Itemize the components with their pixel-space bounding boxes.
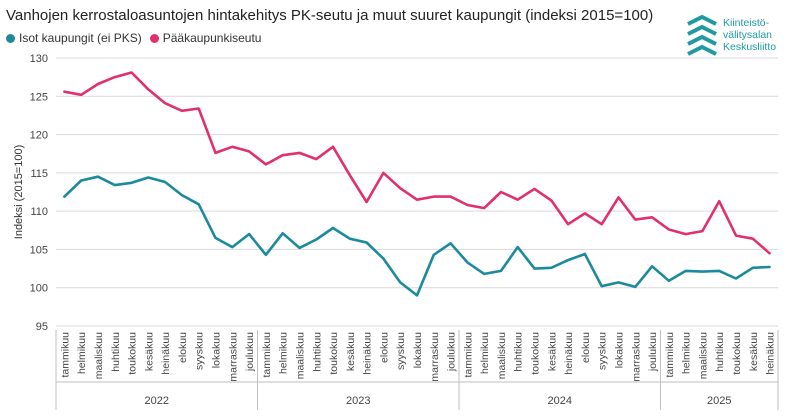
y-tick-label: 100: [30, 283, 48, 295]
x-tick-label: huhtikuu: [110, 332, 122, 372]
legend-item-paakaupunkiseutu: Pääkaupunkiseutu: [149, 31, 262, 45]
x-tick-label: heinäkuu: [765, 332, 777, 375]
year-label: 2023: [346, 395, 370, 407]
year-label: 2025: [707, 395, 731, 407]
x-tick-label: toukokuu: [127, 332, 139, 375]
x-tick-label: helmikuu: [681, 332, 693, 374]
chevrons-logo-icon: [687, 14, 717, 56]
x-tick-label: marraskuu: [429, 332, 441, 382]
x-tick-label: huhtikuu: [513, 332, 525, 372]
x-tick-label: maaliskuu: [496, 332, 508, 379]
x-tick-label: kesäkuu: [546, 332, 558, 371]
x-tick-label: heinäkuu: [563, 332, 575, 375]
x-tick-label: elokuu: [177, 332, 189, 363]
year-label: 2024: [547, 395, 571, 407]
x-tick-label: kesäkuu: [345, 332, 357, 371]
x-tick-label: syyskuu: [194, 332, 206, 370]
x-tick-label: toukokuu: [328, 332, 340, 375]
logo-text: Kiinteistö- välitysalan Keskusliitto: [723, 17, 776, 53]
x-tick-label: toukokuu: [530, 332, 542, 375]
x-tick-label: marraskuu: [630, 332, 642, 382]
x-tick-label: helmikuu: [479, 332, 491, 374]
series-line-paakaupunkiseutu: [63, 71, 771, 255]
x-tick-label: maaliskuu: [697, 332, 709, 379]
series-line-isot: [63, 175, 771, 297]
y-tick-label: 105: [30, 244, 48, 256]
x-tick-label: kesäkuu: [748, 332, 760, 371]
x-tick-label: lokakuu: [412, 332, 424, 368]
legend-marker-paakaupunkiseutu: [149, 33, 159, 43]
x-tick-label: lokakuu: [613, 332, 625, 368]
x-tick-label: helmikuu: [76, 332, 88, 374]
chart-title: Vanhojen kerrostaloasuntojen hintakehity…: [6, 7, 654, 24]
x-tick-label: tammikuu: [664, 332, 676, 378]
x-tick-label: elokuu: [378, 332, 390, 363]
logo-line-2: välitysalan: [723, 29, 773, 41]
year-label: 2022: [145, 395, 169, 407]
legend-marker-isot: [6, 33, 15, 43]
x-tick-label: maaliskuu: [93, 332, 105, 379]
legend-label-isot: Isot kaupungit (ei PKS): [19, 31, 142, 45]
x-tick-label: joulukuu: [446, 332, 458, 372]
x-tick-label: joulukuu: [647, 332, 659, 372]
x-tick-label: syyskuu: [395, 332, 407, 370]
x-tick-label: maaliskuu: [294, 332, 306, 379]
y-tick-label: 125: [30, 91, 48, 103]
x-tick-label: toukokuu: [731, 332, 743, 375]
legend-item-isot: Isot kaupungit (ei PKS): [6, 31, 142, 45]
x-tick-label: marraskuu: [227, 332, 239, 382]
y-tick-label: 130: [30, 53, 48, 65]
legend: Isot kaupungit (ei PKS) Pääkaupunkiseutu: [6, 31, 261, 45]
x-tick-label: huhtikuu: [714, 332, 726, 372]
x-tick-label: tammikuu: [59, 332, 71, 378]
x-tick-label: tammikuu: [462, 332, 474, 378]
x-tick-label: kesäkuu: [143, 332, 155, 371]
x-tick-label: huhtikuu: [311, 332, 323, 372]
y-tick-label: 120: [30, 130, 48, 142]
logo-line-3: Keskusliitto: [723, 41, 777, 53]
y-axis-label: Indeksi (2015=100): [13, 145, 25, 239]
x-tick-label: joulukuu: [244, 332, 256, 372]
x-tick-label: helmikuu: [278, 332, 290, 374]
x-tick-label: heinäkuu: [160, 332, 172, 375]
y-tick-label: 115: [30, 168, 48, 180]
x-tick-label: tammikuu: [261, 332, 273, 378]
logo-line-1: Kiinteistö-: [723, 17, 770, 29]
x-tick-label: syyskuu: [597, 332, 609, 370]
y-tick-label: 95: [36, 321, 48, 333]
legend-label-paakaupunkiseutu: Pääkaupunkiseutu: [162, 31, 262, 45]
x-tick-label: heinäkuu: [362, 332, 374, 375]
x-tick-label: lokakuu: [211, 332, 223, 368]
y-tick-label: 110: [30, 206, 48, 218]
x-tick-label: elokuu: [580, 332, 592, 363]
